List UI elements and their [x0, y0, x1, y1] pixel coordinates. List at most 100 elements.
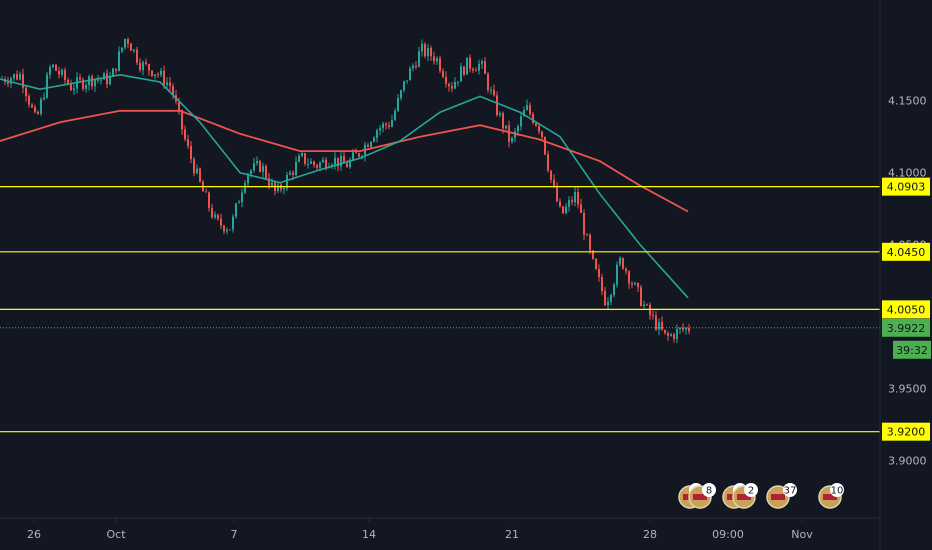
- candle-body: [166, 82, 168, 86]
- candle-body: [481, 61, 483, 64]
- candle: [439, 55, 441, 74]
- time-axis[interactable]: 26 Oct 7 14 21 28 09:00 Nov: [27, 518, 813, 541]
- candle: [271, 178, 273, 188]
- candle: [640, 284, 642, 307]
- candle: [562, 205, 564, 214]
- candle-body: [223, 225, 225, 232]
- candle-body: [241, 192, 243, 203]
- candle: [679, 327, 681, 334]
- candle-body: [46, 74, 48, 98]
- economic-event-badge[interactable]: 10: [818, 483, 844, 509]
- candle-body: [535, 123, 537, 127]
- candle: [568, 196, 570, 212]
- flag-stripes-icon: [771, 494, 785, 500]
- candle: [217, 213, 219, 221]
- candle-body: [457, 81, 459, 83]
- candle: [469, 54, 471, 73]
- candle-body: [448, 83, 450, 87]
- candle: [583, 209, 585, 241]
- candle-body: [130, 43, 132, 51]
- candle: [340, 151, 342, 171]
- economic-event-badge[interactable]: 37: [766, 483, 797, 509]
- candle-body: [112, 68, 114, 77]
- candle: [34, 104, 36, 114]
- candle: [166, 77, 168, 89]
- economic-event-badge[interactable]: 8: [688, 483, 716, 509]
- candle: [646, 303, 648, 306]
- last-price-tag: 3.9922: [887, 322, 926, 335]
- badge-count-label: 8: [706, 486, 712, 497]
- candle: [628, 269, 630, 289]
- candle-body: [574, 192, 576, 203]
- candle: [7, 76, 9, 88]
- candle: [511, 136, 513, 144]
- candle: [16, 70, 18, 81]
- candle-body: [16, 74, 18, 80]
- candle: [547, 150, 549, 173]
- candle: [214, 211, 216, 220]
- candle: [82, 77, 84, 91]
- candle: [289, 170, 291, 176]
- candle-body: [340, 155, 342, 167]
- candle: [31, 103, 33, 109]
- candle-body: [616, 264, 618, 285]
- candle: [412, 63, 414, 72]
- candle: [403, 80, 405, 93]
- candle-body: [67, 79, 69, 84]
- economic-event-badge[interactable]: 2: [732, 483, 758, 509]
- candle: [565, 202, 567, 215]
- level-price-tag-bg: [882, 300, 930, 319]
- candle: [55, 64, 57, 72]
- candle-body: [436, 58, 438, 62]
- candle: [526, 99, 528, 111]
- candle-body: [289, 172, 291, 175]
- candle-body: [586, 234, 588, 236]
- candle-body: [106, 73, 108, 85]
- candle-body: [118, 51, 120, 71]
- horizontal-levels-layer[interactable]: [0, 186, 880, 433]
- time-axis-tick-label: 21: [505, 528, 519, 541]
- candle-body: [652, 314, 654, 316]
- candle-body: [580, 204, 582, 213]
- candle-body: [532, 114, 534, 124]
- candle-body: [319, 162, 321, 168]
- candle: [100, 78, 102, 85]
- candle-body: [136, 49, 138, 63]
- candle-body: [640, 287, 642, 306]
- candle: [52, 63, 54, 69]
- candle: [187, 134, 189, 149]
- candle: [586, 233, 588, 236]
- candle: [37, 110, 39, 115]
- candle: [436, 56, 438, 65]
- candle-body: [337, 157, 339, 167]
- candle-body: [541, 131, 543, 137]
- candle-body: [226, 229, 228, 232]
- candle: [73, 84, 75, 96]
- candle: [652, 310, 654, 320]
- candle-body: [583, 212, 585, 235]
- candle: [190, 140, 192, 164]
- candle-body: [295, 161, 297, 175]
- candle-body: [427, 47, 429, 57]
- candle: [556, 182, 558, 203]
- candle-body: [58, 70, 60, 75]
- candle-body: [52, 64, 54, 68]
- candle: [454, 77, 456, 90]
- time-axis-tick-label: 09:00: [712, 528, 744, 541]
- candle-body: [409, 68, 411, 81]
- level-price-tag: 4.0050: [887, 303, 926, 316]
- candle: [109, 71, 111, 86]
- candle-body: [493, 89, 495, 96]
- candle: [259, 159, 261, 173]
- candle: [415, 61, 417, 70]
- event-badges-layer[interactable]: 38523710: [678, 483, 844, 509]
- candle: [397, 94, 399, 113]
- candle: [265, 164, 267, 181]
- candle: [418, 46, 420, 68]
- candle: [430, 45, 432, 61]
- candle-body: [157, 74, 159, 76]
- candle: [124, 38, 126, 50]
- candle-body: [64, 70, 66, 80]
